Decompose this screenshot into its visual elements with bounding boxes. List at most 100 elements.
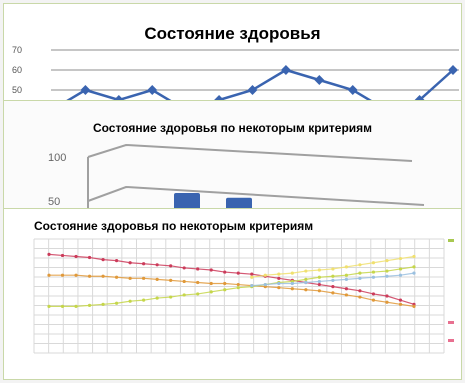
data-point (398, 256, 403, 261)
data-point (142, 298, 146, 302)
data-point (358, 263, 362, 267)
data-point (358, 271, 362, 275)
data-point (385, 294, 389, 298)
data-point (60, 304, 65, 308)
data-point (304, 277, 308, 281)
data-point (385, 259, 389, 263)
data-point (412, 304, 416, 308)
data-point (236, 271, 240, 275)
data-point (331, 278, 335, 282)
data-point (196, 292, 200, 296)
data-point (142, 262, 146, 266)
gridline (87, 185, 425, 206)
chart-title: Состояние здоровья по некоторым критерия… (92, 121, 373, 135)
criteria-bar-chart-panel: 100 50 Состояние здоровья по некоторым кр… (3, 100, 462, 210)
data-point (344, 277, 349, 281)
data-point (155, 296, 159, 300)
data-point (114, 301, 119, 305)
data-point (290, 281, 294, 286)
data-point (412, 254, 416, 259)
y-tick-label: 60 (12, 65, 22, 75)
data-point (60, 273, 65, 277)
data-point (196, 267, 200, 271)
data-point (304, 269, 308, 273)
data-point (290, 287, 294, 291)
data-point (331, 291, 335, 295)
legend-marker (448, 321, 454, 324)
data-point (113, 95, 124, 100)
data-point (47, 304, 51, 308)
data-point (60, 253, 65, 258)
data-point (47, 273, 51, 277)
data-point (223, 288, 227, 292)
data-point (247, 85, 258, 95)
data-point (74, 254, 78, 259)
data-point (412, 271, 416, 275)
data-point (87, 303, 92, 307)
data-point (344, 265, 349, 269)
data-point (304, 280, 308, 285)
data-point (371, 275, 376, 279)
data-point (223, 281, 227, 286)
data-point (371, 292, 376, 296)
data-point (398, 267, 403, 271)
data-point (250, 275, 254, 279)
data-point (317, 279, 321, 284)
data-point (128, 276, 132, 280)
data-point (398, 273, 403, 277)
data-point (87, 255, 92, 260)
data-point (74, 304, 78, 308)
series-line (48, 253, 415, 305)
data-point (344, 293, 349, 297)
series-line (251, 255, 415, 278)
data-point (314, 75, 325, 85)
legend-marker (448, 239, 454, 242)
chart-title: Состояние здоровья (144, 24, 321, 43)
data-point (128, 261, 132, 265)
data-point (74, 273, 78, 277)
data-point (277, 276, 281, 280)
data-point (128, 299, 132, 303)
y-tick-label: 70 (12, 45, 22, 55)
data-point (101, 302, 105, 306)
data-point (358, 295, 362, 299)
data-point (331, 267, 335, 271)
data-point (209, 290, 213, 294)
data-point (371, 261, 376, 265)
data-point (236, 286, 240, 290)
data-point (209, 281, 213, 286)
criteria-bar-chart: 100 50 (48, 143, 425, 209)
data-point (358, 276, 362, 280)
data-point (169, 295, 173, 299)
data-point (331, 285, 335, 289)
data-point (263, 273, 267, 277)
data-point (385, 300, 389, 304)
data-point (250, 284, 254, 288)
y-tick-label: 50 (48, 196, 60, 208)
data-point (317, 268, 321, 272)
data-point (114, 275, 119, 279)
health-line-chart-panel: 70 60 50 Состояние здоровья (3, 3, 462, 101)
series-line (49, 266, 415, 308)
data-point (317, 275, 321, 279)
data-point (277, 281, 281, 286)
data-point (214, 95, 225, 100)
data-point (250, 272, 254, 276)
data-point (196, 280, 200, 285)
data-point (371, 298, 376, 302)
data-point (47, 252, 51, 256)
chart-title: Состояние здоровья по некоторым критерия… (34, 219, 314, 233)
data-point (101, 258, 105, 262)
data-point (169, 278, 173, 282)
data-point (80, 85, 91, 95)
data-point (277, 272, 281, 276)
data-point (398, 302, 403, 306)
data-point (182, 279, 186, 284)
data-point (290, 271, 294, 275)
data-point (398, 298, 403, 302)
health-line-chart: 70 60 50 (12, 45, 459, 100)
data-point (155, 263, 159, 267)
legend-marker (448, 339, 454, 342)
bar (226, 197, 252, 209)
gridline (87, 143, 413, 162)
